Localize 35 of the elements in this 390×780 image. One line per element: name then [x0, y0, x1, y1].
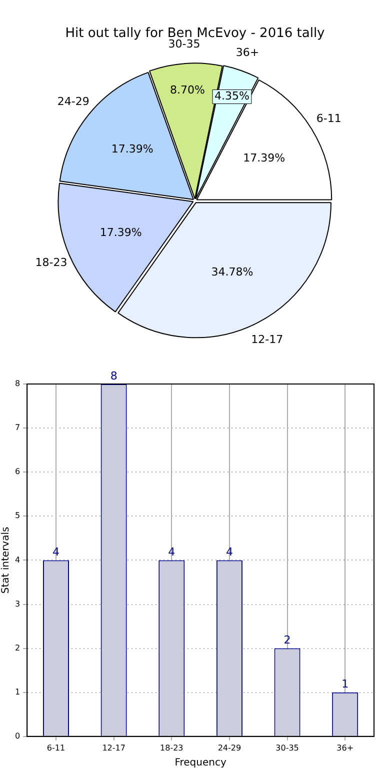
- slice-label: 36+: [236, 46, 260, 60]
- slice-label: 12-17: [251, 332, 284, 346]
- x-tick-label: 12-17: [102, 743, 126, 752]
- x-tick-label: 30-35: [276, 743, 299, 752]
- y-tick-label: 6: [14, 467, 20, 476]
- data-label: 1: [342, 678, 349, 691]
- data-label: 17.39%: [243, 152, 286, 165]
- x-axis-title: Frequency: [174, 758, 226, 769]
- data-label: 4.35%: [214, 90, 250, 103]
- y-axis-title: Stat intervals: [0, 526, 12, 594]
- data-label: 2: [284, 634, 291, 647]
- y-tick-label: 7: [14, 423, 20, 432]
- data-label: 4: [226, 546, 233, 559]
- data-label: 17.39%: [100, 226, 142, 239]
- slice-label: 30-35: [168, 37, 200, 50]
- data-label: 8.70%: [170, 83, 205, 96]
- y-tick-label: 2: [14, 643, 20, 652]
- y-tick-label: 3: [14, 599, 20, 608]
- y-tick-label: 8: [14, 379, 20, 388]
- y-tick-label: 1: [14, 687, 20, 696]
- data-label: 4: [52, 546, 60, 559]
- slice-label: 6-11: [316, 112, 342, 126]
- slice-label: 18-23: [35, 256, 68, 270]
- slice-label: 24-29: [57, 94, 90, 108]
- data-label: 17.39%: [111, 142, 154, 156]
- x-tick-label: 24-29: [218, 743, 242, 752]
- y-tick-label: 0: [14, 731, 20, 740]
- y-tick-label: 5: [14, 511, 20, 520]
- x-tick-label: 36+: [336, 743, 354, 752]
- data-label: 34.78%: [211, 265, 254, 278]
- data-label: 4: [168, 546, 176, 559]
- x-tick-label: 18-23: [160, 743, 184, 752]
- x-tick-label: 6-11: [46, 743, 66, 752]
- data-label: 8: [110, 369, 118, 382]
- y-tick-label: 4: [14, 555, 20, 564]
